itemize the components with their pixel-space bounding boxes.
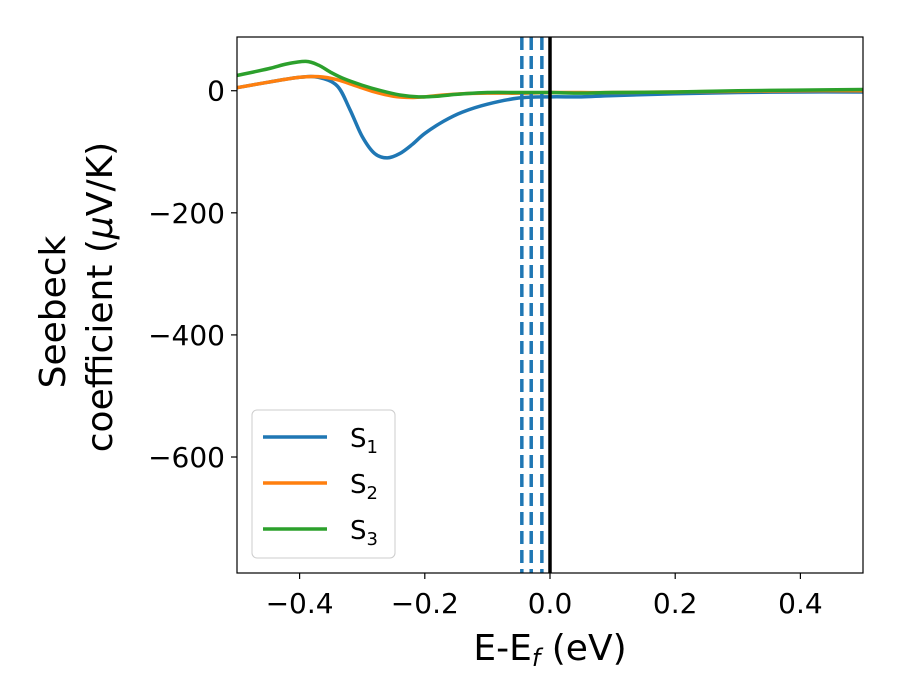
x-ticks: −0.4 −0.2 0.0 0.2 0.4	[266, 573, 823, 620]
y-tick-label: 0	[207, 75, 225, 108]
y-axis-title-line1: Seebeck	[33, 235, 74, 388]
series-layer	[236, 59, 864, 160]
y-tick-label: −600	[148, 441, 225, 474]
y-axis-title-line2: coefficient (μV/K)	[80, 142, 121, 452]
y-tick-label: −200	[148, 197, 225, 230]
y-tick-label: −400	[148, 319, 225, 352]
legend-label-s2: S2	[350, 470, 378, 504]
legend-label-s1: S1	[350, 424, 378, 458]
x-tick-label: 0.0	[528, 587, 573, 620]
x-tick-label: −0.4	[266, 587, 334, 620]
legend-label-s3: S3	[350, 516, 378, 550]
series-line-s1	[236, 74, 864, 160]
y-ticks: 0 −200 −400 −600	[148, 75, 237, 474]
x-tick-label: −0.2	[391, 587, 459, 620]
x-tick-label: 0.4	[778, 587, 823, 620]
vertical-lines	[520, 37, 552, 573]
x-tick-label: 0.2	[653, 587, 698, 620]
legend: S1 S2 S3	[251, 409, 396, 559]
x-axis-title: E-Ef (eV)	[473, 628, 626, 672]
series-line-s3	[236, 59, 864, 99]
